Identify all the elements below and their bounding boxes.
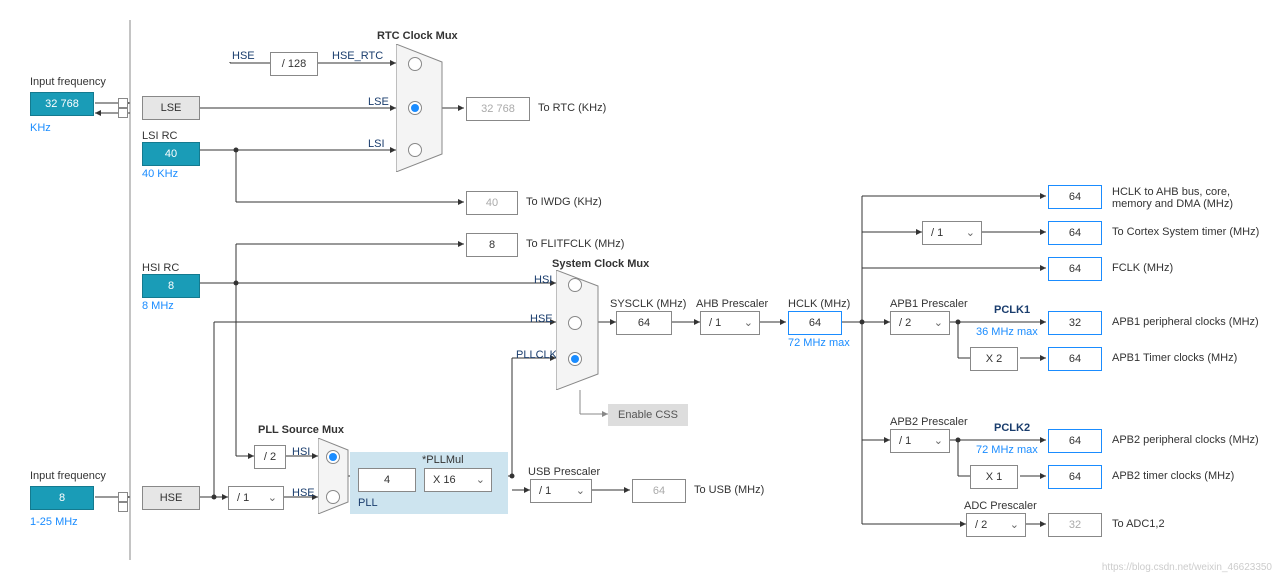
lsi-label: LSI RC — [142, 130, 177, 142]
out-apb1-tim-value[interactable]: 64 — [1048, 347, 1102, 371]
out-fclk-label: FCLK (MHz) — [1112, 262, 1173, 274]
apb2-pclk2-label: PCLK2 — [994, 422, 1030, 434]
lse-box: LSE — [142, 96, 200, 120]
pll-hse-label: HSE — [292, 487, 315, 499]
rtc-mux-title: RTC Clock Mux — [377, 30, 458, 42]
adc-value: 32 — [1048, 513, 1102, 537]
hse-range: 1-25 MHz — [30, 516, 78, 528]
hclk-label: HCLK (MHz) — [788, 298, 850, 310]
pll-mux-hsi-radio[interactable] — [326, 450, 340, 464]
lse-freq-value[interactable]: 32 768 — [30, 92, 94, 116]
sysclk-mux-pllclk-radio[interactable] — [568, 352, 582, 366]
rtc-hse-label: HSE — [232, 50, 255, 62]
pll-mux-hse-radio[interactable] — [326, 490, 340, 504]
apb1-note: 36 MHz max — [976, 326, 1038, 338]
lse-conn-a — [118, 98, 128, 108]
pll-mul-val: 4 — [358, 468, 416, 492]
apb2-div[interactable]: / 1 — [890, 429, 950, 453]
lsi-unit: 40 KHz — [142, 168, 178, 180]
usb-div[interactable]: / 1 — [530, 479, 592, 503]
pll-mux-title: PLL Source Mux — [258, 424, 344, 436]
iwdg-label: To IWDG (KHz) — [526, 196, 602, 208]
out-apb2-per-value[interactable]: 64 — [1048, 429, 1102, 453]
usb-label: USB Prescaler — [528, 466, 600, 478]
apb1-label: APB1 Prescaler — [890, 298, 968, 310]
out-hclk-ahb-value[interactable]: 64 — [1048, 185, 1102, 209]
sysclk-hsi-label: HSI — [534, 274, 552, 286]
apb1-div[interactable]: / 2 — [890, 311, 950, 335]
hclk-value[interactable]: 64 — [788, 311, 842, 335]
pll-mul-label: *PLLMul — [422, 454, 464, 466]
flitf-value: 8 — [466, 233, 518, 257]
lse-conn-b — [118, 108, 128, 118]
pll-div2: / 2 — [254, 445, 286, 469]
watermark: https://blog.csdn.net/weixin_46623350 — [1102, 562, 1272, 573]
hse-conn-a — [118, 492, 128, 502]
sysclk-label: SYSCLK (MHz) — [610, 298, 686, 310]
apb2-label: APB2 Prescaler — [890, 416, 968, 428]
apb1-mult: X 2 — [970, 347, 1018, 371]
usb-out-label: To USB (MHz) — [694, 484, 764, 496]
hse-conn-b — [118, 502, 128, 512]
out-apb2-tim-label: APB2 timer clocks (MHz) — [1112, 470, 1234, 482]
rtc-hse-div: / 128 — [270, 52, 318, 76]
out-apb2-per-label: APB2 peripheral clocks (MHz) — [1112, 434, 1259, 446]
apb2-note: 72 MHz max — [976, 444, 1038, 456]
lse-unit: KHz — [30, 122, 51, 134]
enable-css-button[interactable]: Enable CSS — [608, 404, 688, 426]
rtc-out-value: 32 768 — [466, 97, 530, 121]
out-cortex-label: To Cortex System timer (MHz) — [1112, 226, 1259, 238]
sysclk-value: 64 — [616, 311, 672, 335]
out-fclk-value[interactable]: 64 — [1048, 257, 1102, 281]
pll-hse-div[interactable]: / 1 — [228, 486, 284, 510]
pll-label: PLL — [358, 497, 378, 509]
out-apb1-tim-label: APB1 Timer clocks (MHz) — [1112, 352, 1237, 364]
sysclk-mux-hsi-radio[interactable] — [568, 278, 582, 292]
rtc-mux-hse-radio[interactable] — [408, 57, 422, 71]
adc-label: ADC Prescaler — [964, 500, 1037, 512]
hse-freq-value[interactable]: 8 — [30, 486, 94, 510]
hse-box: HSE — [142, 486, 200, 510]
sysclk-mux-title: System Clock Mux — [552, 258, 649, 270]
pll-mul-sel[interactable]: X 16 — [424, 468, 492, 492]
usb-value: 64 — [632, 479, 686, 503]
out-apb2-tim-value[interactable]: 64 — [1048, 465, 1102, 489]
apb2-mult: X 1 — [970, 465, 1018, 489]
rtc-lse-label: LSE — [368, 96, 389, 108]
rtc-lsi-label: LSI — [368, 138, 385, 150]
ahb-label: AHB Prescaler — [696, 298, 768, 310]
adc-out-label: To ADC1,2 — [1112, 518, 1165, 530]
sysclk-pllclk-label: PLLCLK — [516, 349, 557, 361]
hclk-note: 72 MHz max — [788, 337, 850, 349]
hsi-value: 8 — [142, 274, 200, 298]
hsi-unit: 8 MHz — [142, 300, 174, 312]
sysclk-hse-label: HSE — [530, 313, 553, 325]
rtc-out-label: To RTC (KHz) — [538, 102, 606, 114]
lse-input-freq-label: Input frequency — [30, 76, 106, 88]
rtc-mux-lse-radio[interactable] — [408, 101, 422, 115]
out-cortex-value[interactable]: 64 — [1048, 221, 1102, 245]
pll-hsi-label: HSI — [292, 446, 310, 458]
out-apb1-per-label: APB1 peripheral clocks (MHz) — [1112, 316, 1259, 328]
apb1-pclk1-label: PCLK1 — [994, 304, 1030, 316]
rtc-mux-lsi-radio[interactable] — [408, 143, 422, 157]
sysclk-mux-hse-radio[interactable] — [568, 316, 582, 330]
out-apb1-per-value[interactable]: 32 — [1048, 311, 1102, 335]
rtc-hse-rtc-label: HSE_RTC — [332, 50, 383, 62]
ahb-div[interactable]: / 1 — [700, 311, 760, 335]
cortex-div[interactable]: / 1 — [922, 221, 982, 245]
hse-input-freq-label: Input frequency — [30, 470, 106, 482]
lsi-value: 40 — [142, 142, 200, 166]
hsi-label: HSI RC — [142, 262, 179, 274]
out-hclk-ahb-label: HCLK to AHB bus, core, memory and DMA (M… — [1112, 186, 1272, 210]
flitf-label: To FLITFCLK (MHz) — [526, 238, 624, 250]
iwdg-value: 40 — [466, 191, 518, 215]
adc-div[interactable]: / 2 — [966, 513, 1026, 537]
